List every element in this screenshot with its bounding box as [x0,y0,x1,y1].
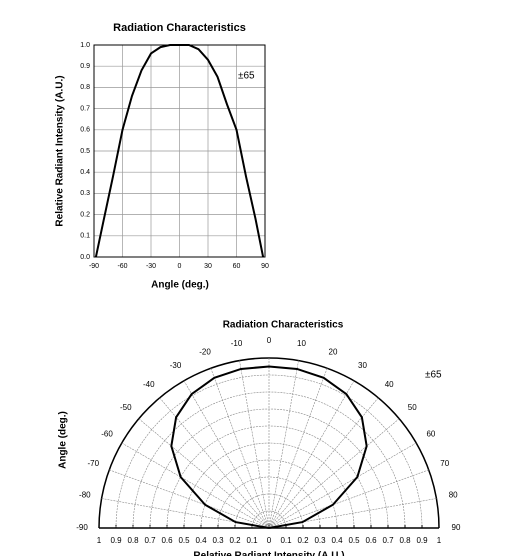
theta-tick-label: 30 [358,361,367,370]
grid-spoke [268,380,355,529]
grid-ring [217,476,321,529]
grid-spoke [268,397,379,529]
x-tick-label: 0.8 [127,536,139,545]
grid-spoke [268,442,417,529]
grid-spoke [159,397,270,529]
x-tick-label: -90 [89,263,99,270]
x-tick-label: 0 [267,536,272,545]
theta-tick-label: 40 [385,380,394,389]
theta-tick-label: 60 [426,430,435,439]
x-tick-label: 0.2 [229,536,241,545]
grid-ring [115,374,423,529]
chart-title: Radiation Characteristics [223,320,344,331]
y-tick-label: 0.2 [80,211,90,218]
y-tick-label: 0.3 [80,190,90,197]
x-tick-label: 0.8 [399,536,411,545]
y-tick-label: 0.5 [80,148,90,155]
x-tick-label: 0.4 [331,536,343,545]
theta-tick-label: 70 [440,459,449,468]
theta-tick-label: -70 [87,459,99,468]
x-tick-label: 0 [178,263,182,270]
grid-spoke [239,360,270,529]
theta-tick-label: -20 [199,347,211,356]
x-tick-label: 0.9 [416,536,428,545]
y-tick-label: 0.7 [80,105,90,112]
x-tick-label: 0.5 [178,536,190,545]
x-tick-label: 0.5 [348,536,360,545]
x-tick-label: -30 [146,263,156,270]
theta-tick-label: -50 [120,403,132,412]
x-tick-label: 0.6 [161,536,173,545]
grid-ring [251,510,287,529]
x-tick-label: 0.6 [365,536,377,545]
x-tick-label: 0.7 [382,536,394,545]
theta-tick-label: -10 [231,339,243,348]
x-tick-label: 0.9 [110,536,122,545]
theta-tick-label: 80 [449,491,458,500]
x-tick-label: 1 [97,536,102,545]
x-tick-label: 1 [437,536,442,545]
theta-tick-label: 90 [452,523,461,532]
theta-tick-label: -60 [101,430,113,439]
x-tick-label: 0.7 [144,536,156,545]
x-tick-label: 0.2 [297,536,309,545]
x-axis-label: Angle (deg.) [151,280,209,291]
x-tick-label: 30 [204,263,212,270]
grid-spoke [268,418,400,529]
theta-tick-label: -30 [170,361,182,370]
annotation: ±65 [425,370,442,381]
theta-tick-label: 10 [297,339,306,348]
grid-spoke [268,360,299,529]
theta-tick-label: 0 [267,336,272,345]
x-tick-label: -60 [117,263,127,270]
x-tick-label: 0.4 [195,536,207,545]
x-tick-label: 0.3 [314,536,326,545]
y-tick-label: 1.0 [80,42,90,49]
grid-spoke [268,368,328,529]
chart-title: Radiation Characteristics [113,22,246,34]
grid-spoke [138,418,270,529]
y-axis-label: Relative Radiant Intensity (A.U.) [55,75,66,226]
theta-tick-label: 50 [408,403,417,412]
theta-tick-label: -40 [143,380,155,389]
x-tick-label: 90 [261,263,269,270]
x-tick-label: 0.1 [280,536,292,545]
x-tick-label: 0.1 [246,536,258,545]
y-tick-label: 0.9 [80,63,90,70]
y-tick-label: 0.4 [80,169,90,176]
grid-spoke [109,469,270,529]
grid-spoke [121,442,270,529]
y-tick-label: 0.1 [80,233,90,240]
y-tick-label: 0.8 [80,84,90,91]
x-tick-label: 0.3 [212,536,224,545]
x-axis-label: Relative Radiant Intensity (A.U.) [193,551,344,556]
data-line [170,365,368,529]
y-tick-label: 0.0 [80,254,90,261]
grid-spoke [183,380,270,529]
theta-tick-label: -80 [79,491,91,500]
data-line [94,44,265,258]
grid-ring [166,425,372,529]
x-tick-label: 60 [233,263,241,270]
y-axis-label: Angle (deg.) [58,411,69,469]
annotation: ±65 [238,71,255,82]
grid-spoke [210,368,270,529]
grid-spoke [268,469,429,529]
y-tick-label: 0.6 [80,127,90,134]
theta-tick-label: 20 [329,347,338,356]
theta-tick-label: -90 [76,523,88,532]
